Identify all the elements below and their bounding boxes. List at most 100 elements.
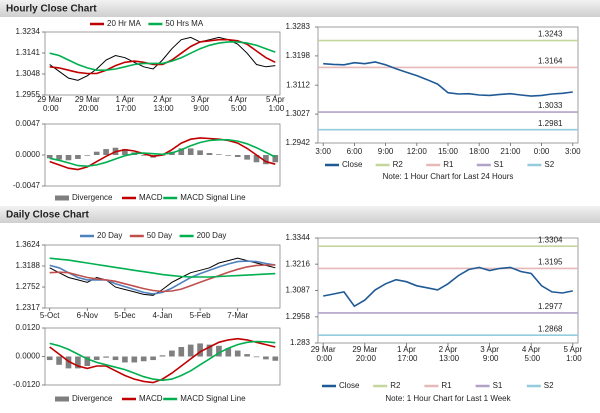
legend-label: S1	[493, 381, 503, 390]
series-line	[323, 61, 573, 97]
legend-label: R1	[441, 381, 452, 390]
y-tick-label: 1.3087	[286, 286, 311, 295]
y-tick-label: 0.0000	[16, 352, 41, 361]
divergence-bar	[206, 344, 213, 357]
legend-label: 200 Day	[197, 231, 227, 240]
y-tick-label: 1.3048	[16, 69, 41, 78]
pivot-label: 1.2868	[538, 324, 563, 333]
x-tick-label: 3:00	[315, 147, 331, 156]
legend-label: S2	[544, 381, 554, 390]
legend-label: 20 Hr MA	[107, 19, 141, 28]
divergence-bar	[187, 344, 194, 357]
x-tick-label: 0:00	[534, 147, 550, 156]
series-line	[49, 257, 276, 296]
divergence-bar	[253, 356, 260, 358]
y-tick-label: 1.3141	[16, 48, 41, 57]
x-tick-label: 6-Nov	[77, 311, 98, 320]
plot-area	[317, 237, 579, 344]
divergence-bar	[244, 155, 250, 160]
pivot-label: 1.3304	[538, 235, 563, 244]
x-tick-label: 29 Mar 20:00	[352, 345, 377, 363]
legend-label: MACD	[139, 394, 163, 403]
section-header	[0, 206, 600, 223]
x-tick-label: 5-Oct	[40, 311, 60, 320]
divergence-bar	[272, 155, 279, 163]
x-tick-label: 1 Apr 17:00	[114, 95, 137, 113]
x-tick-label: 5-Feb	[190, 311, 211, 320]
divergence-bar	[65, 356, 72, 369]
legend-label: Divergence	[72, 193, 113, 202]
divergence-bar	[244, 354, 250, 357]
y-tick-label: 0.0120	[16, 323, 41, 332]
y-tick-label: 0.0047	[16, 119, 41, 128]
x-tick-label: 9:00	[378, 147, 394, 156]
y-tick-label: 1.2752	[16, 282, 41, 291]
x-tick-label: 29 Mar 0:00	[37, 95, 62, 113]
legend-label: Divergence	[72, 394, 113, 403]
y-tick-label: 1.3188	[16, 261, 41, 270]
y-tick-label: 1.3112	[286, 80, 310, 89]
y-tick-label: 1.2955	[16, 90, 41, 99]
divergence-bar	[65, 155, 72, 161]
legend-label: Close	[339, 381, 360, 390]
divergence-bar	[93, 356, 100, 361]
divergence-bar	[112, 356, 119, 361]
divergence-bar	[56, 155, 62, 160]
divergence-bar	[225, 348, 232, 357]
y-tick-label: 1.2317	[16, 303, 41, 312]
x-tick-label: 4 Apr 5:00	[228, 95, 247, 113]
divergence-bar	[150, 356, 156, 361]
divergence-bar	[206, 153, 213, 155]
divergence-bar	[159, 355, 166, 357]
series-line	[49, 139, 276, 168]
y-tick-label: 1.3027	[286, 109, 311, 118]
divergence-bar	[122, 149, 128, 155]
x-tick-label: 15:00	[438, 147, 459, 156]
pivot-label: 1.3243	[538, 30, 563, 39]
legend-swatch	[55, 396, 69, 402]
x-tick-label: 5 Apr 1:00	[563, 345, 582, 363]
legend-label: S1	[494, 160, 504, 169]
series-line	[49, 340, 276, 382]
section-title: Daily Close Chart	[6, 210, 89, 221]
divergence-bar	[234, 155, 241, 157]
pivot-label: 1.2977	[538, 302, 563, 311]
divergence-bar	[178, 347, 185, 357]
series-line	[49, 36, 276, 81]
legend-swatch	[55, 195, 69, 201]
divergence-bar	[75, 356, 81, 369]
divergence-bar	[46, 356, 53, 361]
series-line	[49, 337, 276, 384]
divergence-bar	[84, 155, 91, 156]
x-tick-label: 3 Apr 9:00	[480, 345, 499, 363]
divergence-bar	[84, 356, 91, 366]
divergence-bar	[197, 343, 203, 357]
pivot-label: 1.2981	[538, 119, 563, 128]
y-tick-label: 1.3198	[286, 51, 311, 60]
chart-note: Note: 1 Hour Chart for Last 24 Hours	[383, 172, 514, 181]
x-tick-label: 6:00	[347, 147, 363, 156]
series-line	[49, 260, 276, 295]
y-tick-label: 1.3283	[286, 22, 311, 31]
divergence-bar	[103, 149, 109, 155]
pivot-label: 1.3033	[538, 101, 563, 110]
divergence-bar	[263, 155, 269, 165]
section-header	[0, 0, 600, 17]
y-tick-label: 1.2942	[286, 138, 311, 147]
legend-label: MACD	[139, 193, 163, 202]
divergence-bar	[263, 356, 269, 360]
y-tick-label: 1.283	[290, 338, 311, 347]
legend-label: R2	[393, 160, 404, 169]
y-tick-label: 1.3216	[286, 259, 311, 268]
legend-label: S2	[544, 160, 554, 169]
series-line	[49, 41, 276, 71]
x-tick-label: 29 Mar 0:00	[311, 345, 336, 363]
x-tick-label: 12:00	[407, 147, 428, 156]
legend-label: MACD Signal Line	[180, 193, 246, 202]
x-tick-label: 4-Jan	[152, 311, 172, 320]
divergence-bar	[178, 148, 185, 155]
y-tick-label: 1.3624	[16, 240, 41, 249]
x-tick-label: 5-Dec	[114, 311, 135, 320]
legend-label: Close	[342, 160, 363, 169]
